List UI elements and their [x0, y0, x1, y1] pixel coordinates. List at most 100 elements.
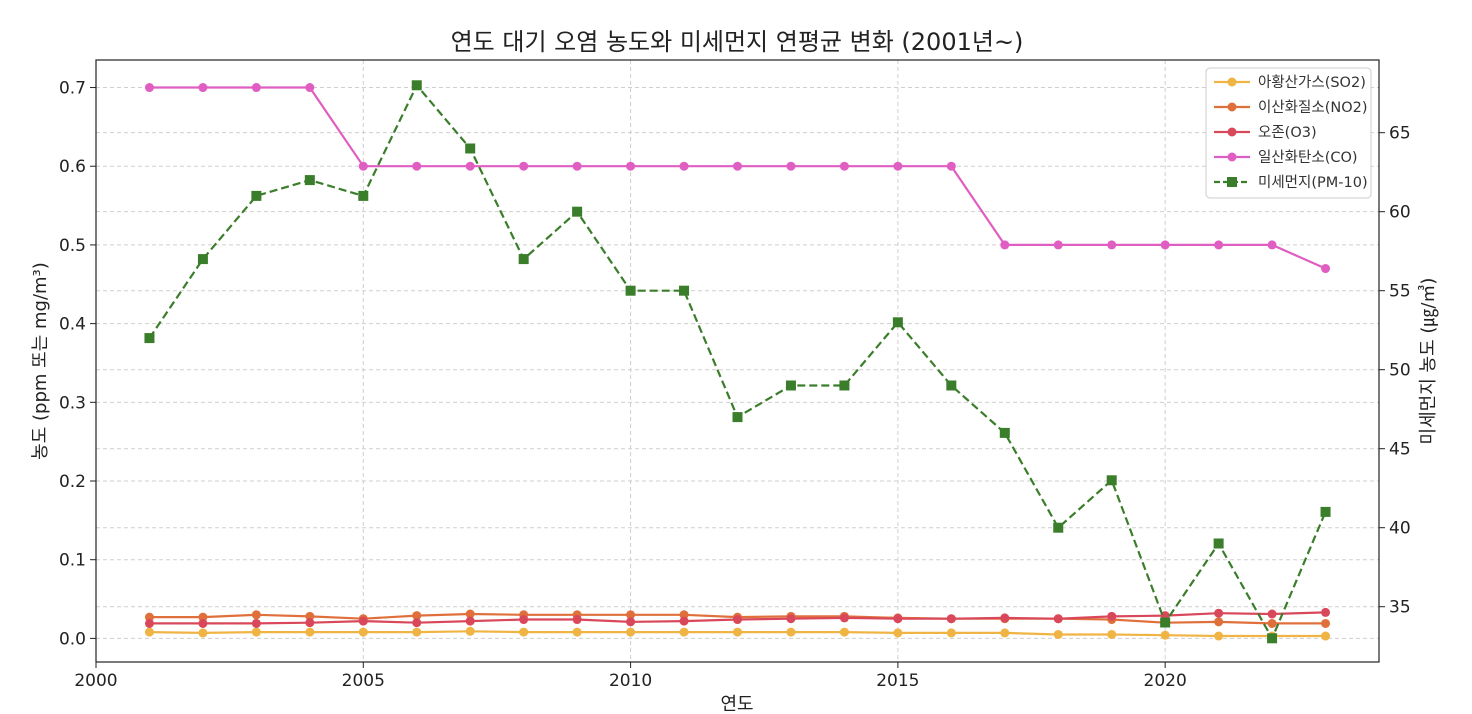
- x-tick-label: 2010: [609, 671, 652, 691]
- data-point: [465, 609, 475, 619]
- data-point: [572, 161, 582, 171]
- data-point: [358, 627, 368, 637]
- data-point: [198, 612, 208, 622]
- data-point: [946, 380, 957, 391]
- data-point: [1000, 628, 1010, 638]
- y-right-tick-label: 45: [1389, 440, 1411, 460]
- y-right-tick-label: 65: [1389, 124, 1411, 144]
- data-point: [1321, 607, 1331, 617]
- data-point: [786, 161, 796, 171]
- y-left-tick-label: 0.4: [59, 315, 86, 335]
- data-point: [946, 614, 956, 624]
- data-point: [465, 616, 475, 626]
- data-point: [733, 161, 742, 171]
- data-point: [786, 614, 796, 624]
- data-point: [1107, 240, 1117, 250]
- data-point: [1000, 613, 1010, 623]
- data-point: [679, 285, 690, 296]
- data-point: [839, 627, 849, 637]
- y-left-tick-label: 0.0: [59, 629, 86, 649]
- data-point: [733, 627, 742, 637]
- legend-entry: 미세먼지(PM-10): [1258, 174, 1368, 191]
- data-point: [1321, 631, 1331, 641]
- legend-marker: [1227, 77, 1237, 87]
- legend-marker: [1227, 102, 1237, 112]
- data-point: [625, 285, 636, 296]
- data-point: [1267, 609, 1277, 619]
- data-point: [1214, 240, 1224, 250]
- data-point: [839, 161, 849, 171]
- data-point: [999, 427, 1010, 438]
- data-point: [1320, 506, 1331, 517]
- data-point: [1213, 538, 1224, 549]
- y-left-axis-ticks: 0.0 0.1 0.2 0.3 0.4 0.5 0.6 0.7: [59, 79, 96, 649]
- data-point: [144, 83, 154, 93]
- data-point: [198, 628, 208, 638]
- data-point: [679, 616, 689, 626]
- data-point: [1160, 617, 1171, 628]
- y-left-tick-label: 0.1: [59, 551, 86, 571]
- data-point: [251, 610, 261, 620]
- legend-marker: [1227, 127, 1237, 137]
- data-point: [679, 627, 689, 637]
- legend-marker: [1227, 177, 1237, 187]
- plot-area: [144, 80, 1331, 644]
- y-right-tick-label: 40: [1389, 519, 1411, 539]
- series-line: [149, 86, 1326, 270]
- data-point: [679, 610, 689, 620]
- y-left-tick-label: 0.7: [59, 79, 86, 99]
- data-point: [1321, 264, 1331, 274]
- data-point: [1214, 608, 1224, 618]
- data-point: [465, 161, 475, 171]
- data-point: [839, 613, 849, 623]
- x-axis-label: 연도: [720, 694, 753, 714]
- x-axis-ticks: 2000 2005 2010 2015 2020: [74, 662, 1187, 691]
- data-point: [251, 190, 262, 201]
- data-point: [572, 627, 582, 637]
- data-point: [358, 616, 368, 626]
- data-point: [946, 161, 956, 171]
- data-point: [358, 161, 368, 171]
- data-point: [572, 206, 583, 217]
- data-point: [519, 615, 529, 625]
- legend-entry: 아황산가스(SO2): [1258, 74, 1366, 91]
- data-point: [251, 83, 261, 93]
- data-point: [251, 618, 261, 628]
- data-point: [1053, 629, 1063, 639]
- legend-marker: [1227, 152, 1237, 162]
- x-tick-label: 2000: [74, 671, 117, 691]
- data-point: [679, 161, 689, 171]
- data-point: [304, 175, 315, 186]
- chart-title: 연도 대기 오염 농도와 미세먼지 연평균 변화 (2001년~): [451, 28, 1024, 56]
- data-point: [1107, 611, 1117, 621]
- data-point: [305, 618, 315, 628]
- data-point: [1053, 522, 1064, 533]
- data-point: [305, 83, 315, 93]
- data-point: [1214, 617, 1224, 627]
- data-point: [412, 611, 422, 621]
- data-point: [892, 317, 903, 328]
- y-left-axis-label: 농도 (ppm 또는 mg/m³): [30, 262, 51, 460]
- data-point: [519, 161, 529, 171]
- data-point: [305, 627, 315, 637]
- y-left-tick-label: 0.2: [59, 472, 86, 492]
- x-tick-label: 2005: [342, 671, 385, 691]
- data-point: [572, 615, 582, 625]
- data-point: [1160, 240, 1170, 250]
- data-point: [1321, 618, 1331, 628]
- series-3: [144, 83, 1331, 274]
- x-tick-label: 2020: [1144, 671, 1187, 691]
- grid: [95, 60, 1379, 662]
- data-point: [893, 628, 903, 638]
- y-left-tick-label: 0.3: [59, 393, 86, 413]
- series-4: [144, 80, 1331, 644]
- data-point: [519, 627, 529, 637]
- legend-entry: 오존(O3): [1258, 125, 1317, 141]
- data-point: [626, 627, 636, 637]
- y-right-tick-label: 35: [1389, 598, 1411, 618]
- data-point: [1053, 240, 1063, 250]
- data-point: [1107, 629, 1117, 639]
- data-point: [1267, 633, 1278, 644]
- y-right-axis-ticks: 35 40 45 50 55 60 65: [1379, 124, 1411, 618]
